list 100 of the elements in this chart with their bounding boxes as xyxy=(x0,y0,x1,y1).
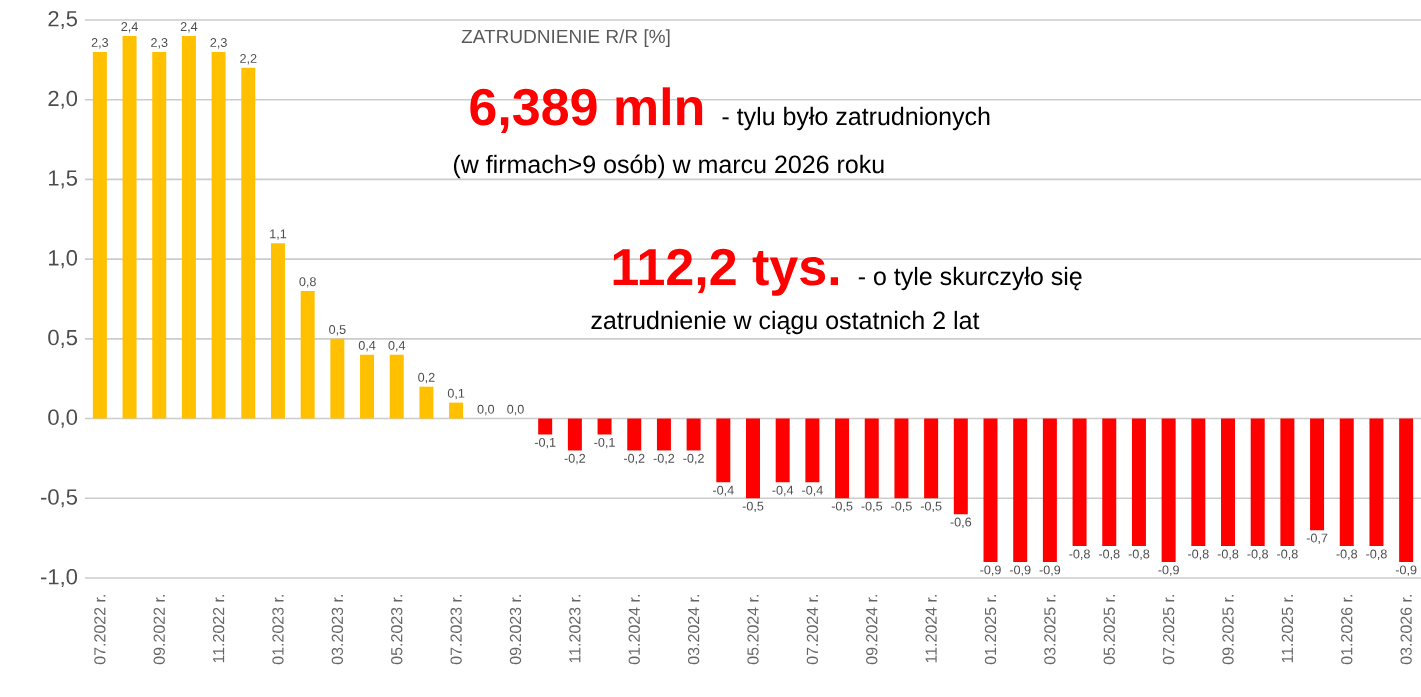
x-tick-label: 05.2024 r. xyxy=(747,595,759,665)
bar xyxy=(1161,418,1176,563)
x-tick-label: 11.2025 r. xyxy=(1281,595,1294,663)
bar xyxy=(746,418,760,499)
y-tick-label: 1,5 xyxy=(49,170,77,189)
bar xyxy=(1280,418,1295,547)
data-label: -0,9 xyxy=(1039,565,1061,576)
data-label: 2,4 xyxy=(121,22,138,33)
y-tick-label: 2,0 xyxy=(48,90,78,109)
bar xyxy=(656,418,671,451)
bar xyxy=(330,338,345,419)
bar xyxy=(716,418,731,483)
x-tick-label: 09.2025 r. xyxy=(1222,595,1234,665)
data-label: 2,3 xyxy=(151,38,168,49)
bar xyxy=(835,418,850,499)
data-label: -0,8 xyxy=(1247,549,1269,560)
data-label: 1,1 xyxy=(270,229,287,240)
bar xyxy=(181,35,196,419)
data-label: -0,2 xyxy=(623,453,645,465)
data-label: 2,4 xyxy=(180,22,198,33)
data-label: -0,7 xyxy=(1306,533,1328,544)
annotation: (w firmach>9 osób) w marcu 2026 roku xyxy=(453,154,884,179)
bar xyxy=(894,418,909,499)
data-label: -0,5 xyxy=(891,501,912,513)
data-label: -0,8 xyxy=(1366,549,1387,560)
bar xyxy=(1102,418,1117,547)
data-label: -0,9 xyxy=(980,565,1001,576)
data-label: 2,3 xyxy=(210,38,227,49)
data-label: -0,8 xyxy=(1217,549,1239,560)
data-label: -0,8 xyxy=(1336,549,1358,560)
y-tick-label: 0,0 xyxy=(48,409,78,428)
data-label: -0,4 xyxy=(802,485,823,497)
bar xyxy=(864,418,879,499)
y-tick-label: 0,5 xyxy=(48,329,77,348)
x-tick-label: 03.2023 r. xyxy=(331,595,344,665)
data-label: -0,2 xyxy=(653,453,675,465)
bar xyxy=(538,418,553,435)
x-tick-label: 07.2024 r. xyxy=(806,595,819,665)
bar xyxy=(1369,418,1384,547)
bar xyxy=(211,51,226,419)
bar xyxy=(1013,418,1028,563)
x-tick-label: 03.2025 r. xyxy=(1044,595,1056,665)
data-label: -0,4 xyxy=(772,485,794,497)
chart-title: ZATRUDNIENIE R/R [%] xyxy=(461,29,670,47)
x-tick-label: 01.2023 r. xyxy=(272,595,284,665)
bar xyxy=(775,418,790,483)
annotation: - o tyle skurczyło się xyxy=(858,266,1082,291)
bar xyxy=(686,418,701,451)
bar xyxy=(627,418,642,451)
data-label: 0,5 xyxy=(329,325,346,336)
bar xyxy=(1131,418,1146,547)
y-tick-label: -0,5 xyxy=(41,489,77,508)
bar xyxy=(1310,418,1325,531)
bar xyxy=(241,67,256,419)
data-label: -0,5 xyxy=(831,501,853,513)
bar xyxy=(1339,418,1354,547)
y-tick-label: -1,0 xyxy=(41,568,78,588)
x-tick-label: 09.2023 r. xyxy=(509,595,522,665)
bar xyxy=(805,418,820,483)
data-label: -0,8 xyxy=(1069,549,1090,560)
data-label: 0,2 xyxy=(418,372,435,384)
bar xyxy=(1250,418,1265,547)
data-label: -0,9 xyxy=(1009,565,1031,576)
data-label: 0,8 xyxy=(299,277,316,288)
bar xyxy=(1221,418,1236,547)
bar xyxy=(597,418,612,435)
data-label: -0,1 xyxy=(594,437,615,449)
x-tick-label: 11.2024 r. xyxy=(925,595,937,663)
bar xyxy=(983,418,998,563)
data-label: -0,8 xyxy=(1098,549,1120,560)
bar xyxy=(1191,418,1206,547)
bar xyxy=(389,354,404,419)
data-label: 0,0 xyxy=(507,404,524,416)
bar xyxy=(953,418,968,515)
x-tick-label: 01.2024 r. xyxy=(628,595,640,665)
x-tick-label: 09.2024 r. xyxy=(866,595,878,665)
bar xyxy=(924,418,939,499)
data-label: 0,4 xyxy=(358,340,376,352)
data-label: 0,0 xyxy=(477,404,495,416)
x-tick-label: 07.2025 r. xyxy=(1162,595,1175,665)
data-label: -0,8 xyxy=(1277,549,1298,560)
bar xyxy=(567,418,582,451)
x-tick-label: 01.2025 r. xyxy=(984,595,997,665)
bar xyxy=(122,35,137,419)
x-tick-label: 07.2022 r. xyxy=(94,595,106,665)
bar xyxy=(419,386,434,419)
bar xyxy=(300,291,315,419)
bar xyxy=(92,51,107,419)
bar xyxy=(360,354,375,419)
x-tick-label: 07.2023 r. xyxy=(450,595,462,665)
data-label: -0,5 xyxy=(920,501,942,513)
data-label: 0,4 xyxy=(388,340,406,352)
x-tick-label: 11.2023 r. xyxy=(569,595,581,663)
data-label: -0,2 xyxy=(683,453,704,465)
y-tick-label: 2,5 xyxy=(48,10,77,30)
data-label: 0,1 xyxy=(447,388,465,400)
data-label: -0,6 xyxy=(950,517,972,529)
bar xyxy=(449,402,464,419)
data-label: -0,5 xyxy=(861,501,883,513)
data-label: -0,1 xyxy=(534,437,556,449)
